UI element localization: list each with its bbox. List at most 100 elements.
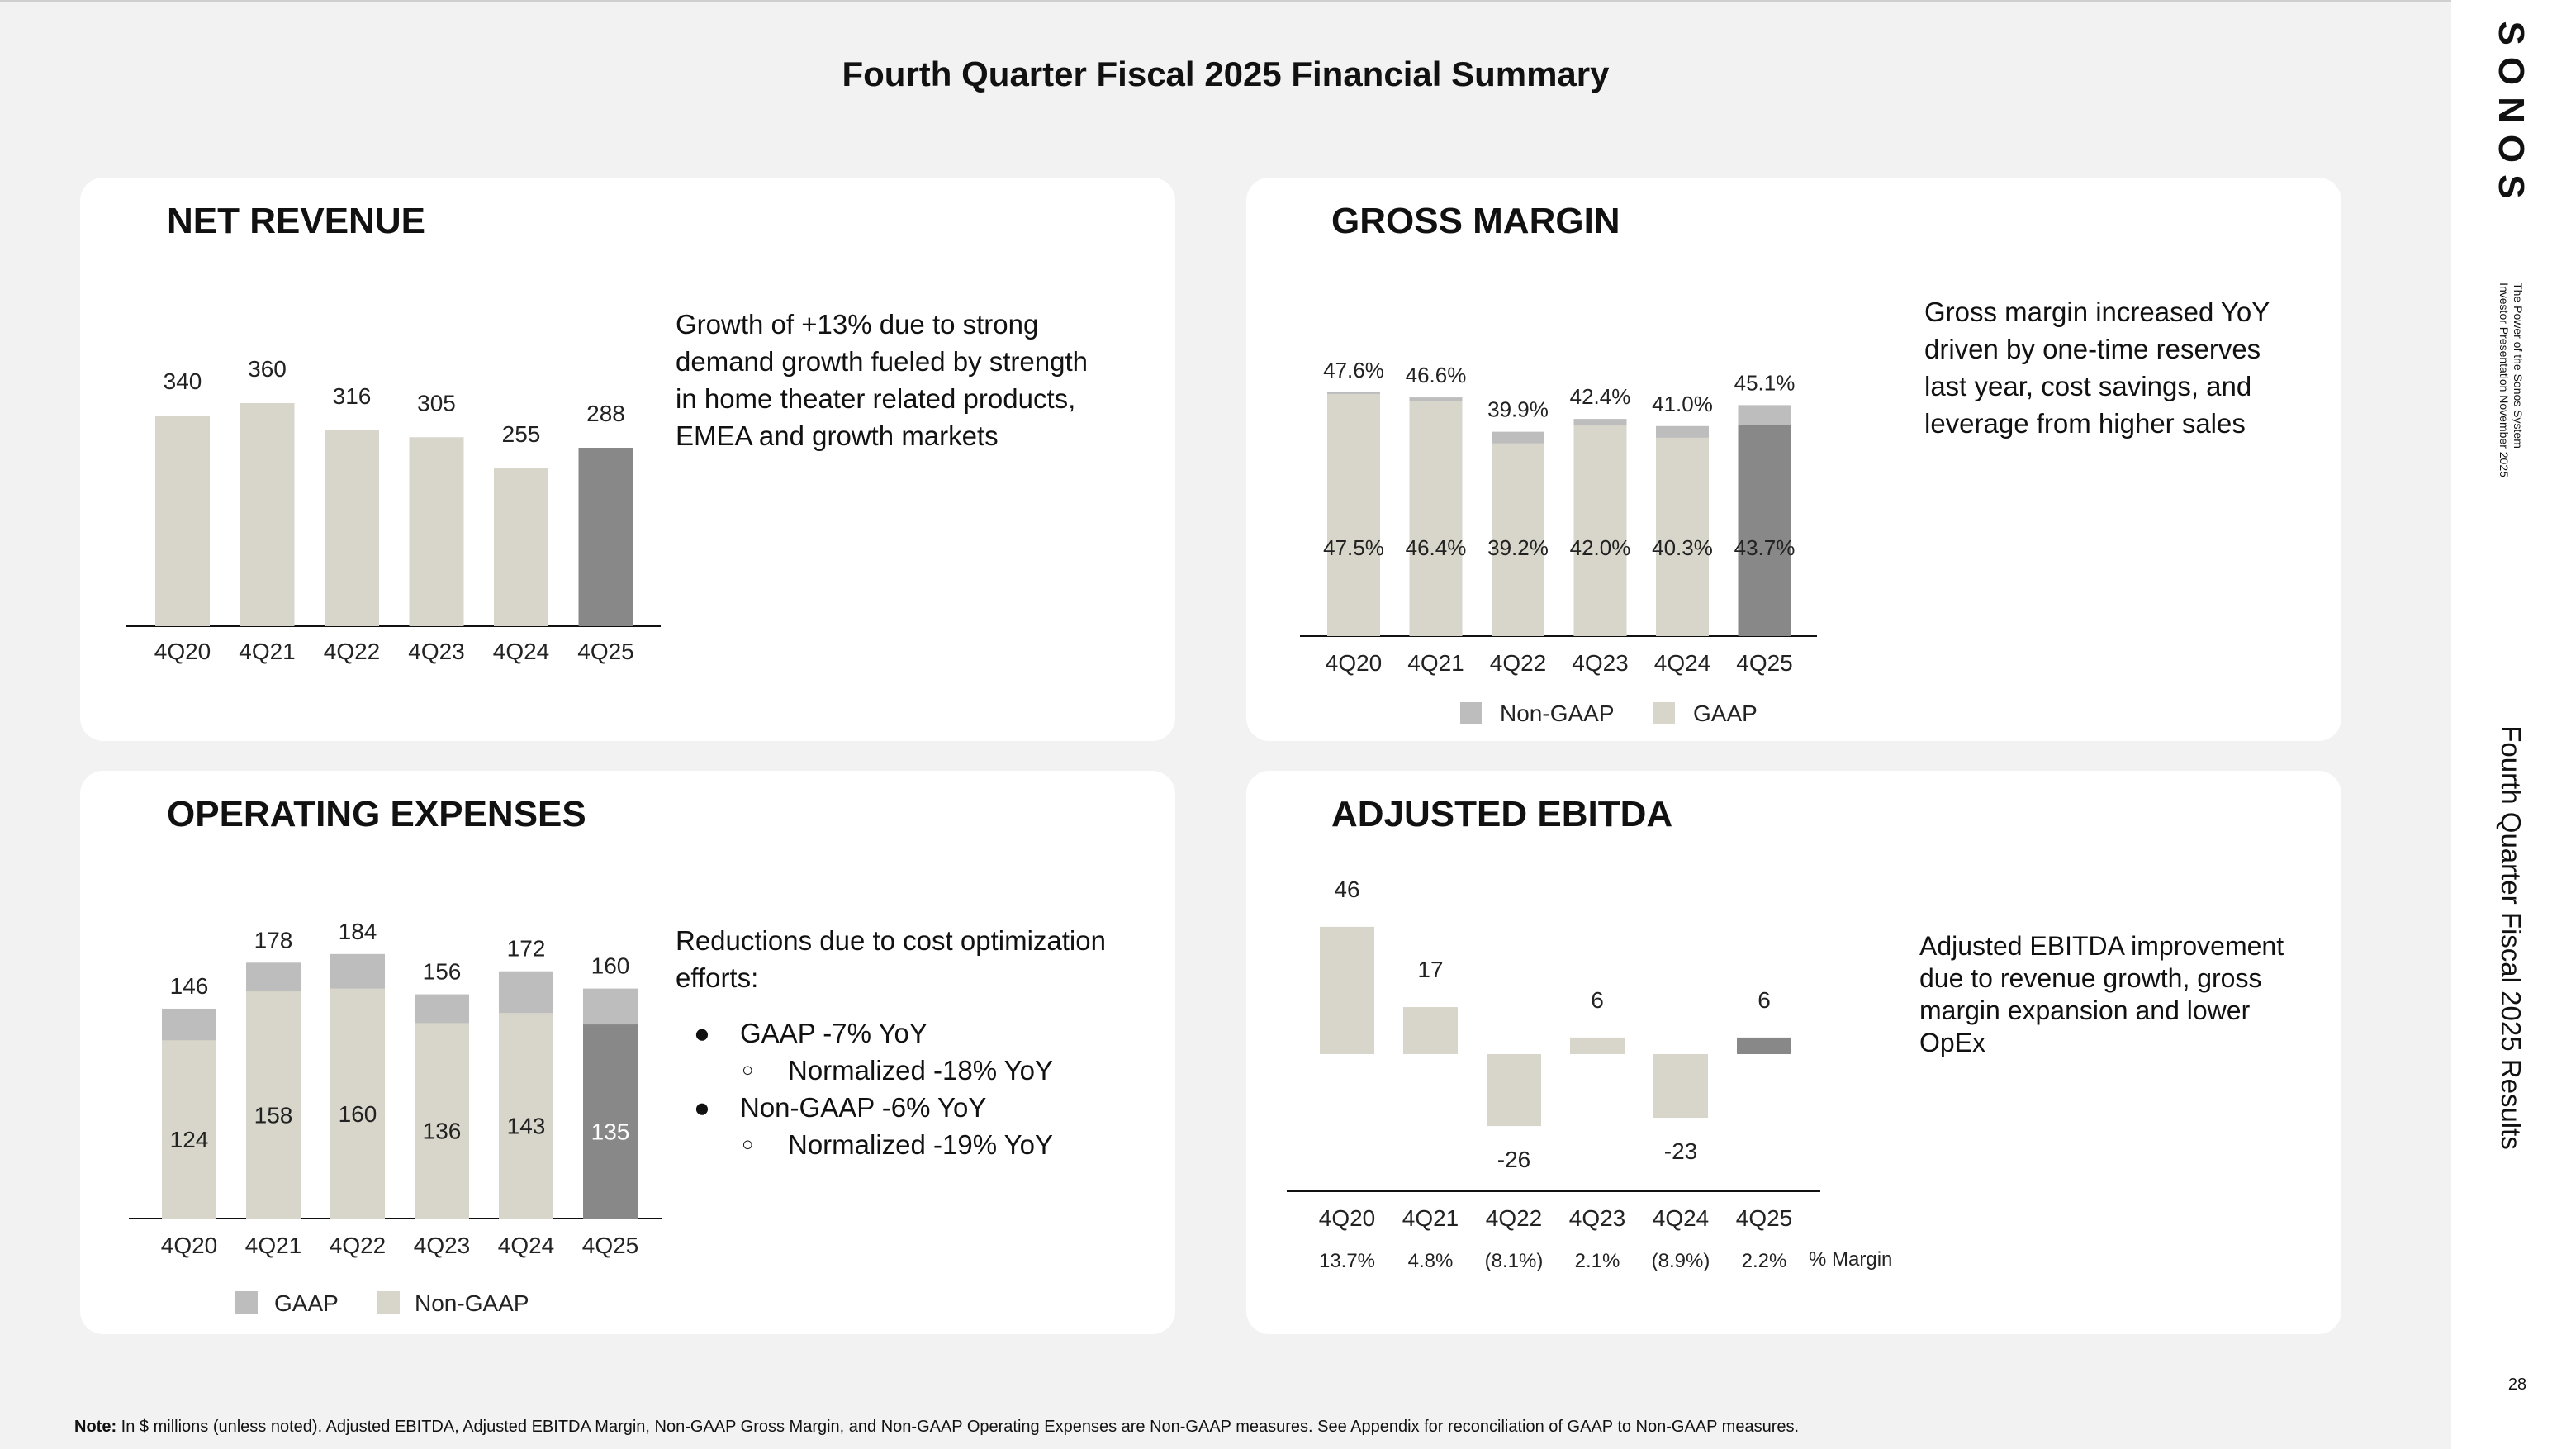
bar-gaap-4Q25 <box>1738 425 1791 636</box>
legend-label-gaap: GAAP <box>274 1290 339 1316</box>
bar-4Q21 <box>240 403 295 626</box>
gross-margin-chart: 47.6% 47.5% 4Q20 46.6% 46.4% 4Q21 39.9% 39.2% 4Q… <box>1300 358 1817 726</box>
opex-chart: 146 124 4Q20 178 158 4Q21 184 160 4Q22 156 136 4Q23… <box>129 919 662 1316</box>
margin-label: 13.7% <box>1319 1250 1375 1272</box>
net-revenue-description: Growth of +13% due to strong demand grow… <box>676 309 1088 451</box>
data-label: 288 <box>586 401 625 426</box>
nongaap-data-label: 124 <box>170 1127 209 1152</box>
bar-4Q24 <box>494 468 548 626</box>
gaap-data-label: 40.3% <box>1652 535 1713 560</box>
bar-gaap-4Q20 <box>1327 393 1380 636</box>
nongaap-data-label: 45.1% <box>1734 370 1796 395</box>
gaap-data-label: 43.7% <box>1734 535 1796 560</box>
legend-swatch-nongaap <box>377 1291 400 1314</box>
opex-sub-bullet: ○ Normalized -19% YoY <box>676 1126 1138 1163</box>
nongaap-data-label: 47.6% <box>1323 358 1384 382</box>
bar-4Q25 <box>1737 1037 1791 1054</box>
x-tick-label: 4Q21 <box>1407 650 1464 676</box>
legend-swatch-nongaap <box>1460 702 1482 724</box>
x-tick-label: 4Q20 <box>1326 650 1383 676</box>
bar-gaap-4Q23 <box>1573 425 1627 636</box>
gaap-data-label: 42.0% <box>1570 535 1631 560</box>
opex-bullet: ● Non-GAAP -6% YoY <box>676 1089 1138 1126</box>
x-tick-label: 4Q25 <box>1736 1205 1793 1231</box>
data-label: 305 <box>417 390 456 416</box>
data-label: 316 <box>333 383 372 409</box>
brand-sidebar <box>2451 0 2576 1449</box>
x-tick-label: 4Q20 <box>154 639 211 664</box>
legend-swatch-gaap <box>1653 702 1675 724</box>
nongaap-data-label: 135 <box>591 1119 630 1145</box>
bar-4Q23 <box>1570 1037 1625 1054</box>
sonos-logo: SONOS <box>2491 21 2531 211</box>
legend-label-gaap: GAAP <box>1693 701 1758 726</box>
x-tick-label: 4Q24 <box>498 1233 555 1258</box>
gaap-data-label: 156 <box>423 959 462 985</box>
opex-heading: OPERATING EXPENSES <box>167 794 586 834</box>
x-tick-label: 4Q23 <box>414 1233 471 1258</box>
bar-4Q24 <box>1653 1054 1708 1119</box>
nongaap-data-label: 39.9% <box>1487 397 1549 422</box>
margin-label: 4.8% <box>1408 1250 1454 1272</box>
gaap-data-label: 184 <box>339 919 377 944</box>
net-revenue-heading: NET REVENUE <box>167 201 425 241</box>
presentation-tagline: The Power of the Sonos System Investor P… <box>2497 283 2525 477</box>
gross-margin-heading: GROSS MARGIN <box>1331 201 1620 241</box>
x-tick-label: 4Q24 <box>1653 1205 1710 1231</box>
nongaap-data-label: 160 <box>339 1101 377 1127</box>
legend-swatch-gaap <box>235 1291 258 1314</box>
opex-sub-bullet-text: Normalized -19% YoY <box>788 1129 1054 1160</box>
data-label: 6 <box>1758 987 1771 1013</box>
bar-gaap-4Q21 <box>1409 401 1463 636</box>
footnote: Note: In $ millions (unless noted). Adju… <box>74 1418 1799 1437</box>
data-label: 255 <box>502 421 541 447</box>
x-tick-label: 4Q22 <box>324 639 381 664</box>
nongaap-data-label: 41.0% <box>1652 392 1713 416</box>
footnote-text: In $ millions (unless noted). Adjusted E… <box>121 1418 1800 1436</box>
bullet-dot-icon: ● <box>694 1018 710 1048</box>
data-label: 360 <box>248 356 287 382</box>
bar-4Q22 <box>325 430 379 626</box>
data-label: -23 <box>1664 1138 1697 1164</box>
bar-nongaap-4Q21 <box>246 991 301 1219</box>
opex-bullet-text: GAAP -7% YoY <box>740 1018 927 1048</box>
x-tick-label: 4Q23 <box>408 639 465 664</box>
x-tick-label: 4Q25 <box>582 1233 639 1258</box>
opex-intro: Reductions due to cost optimization effo… <box>676 925 1106 993</box>
bar-nongaap-4Q20 <box>162 1040 216 1219</box>
bullet-circle-icon: ○ <box>742 1059 754 1081</box>
margin-axis-label: % Margin <box>1809 1248 1892 1271</box>
bar-4Q20 <box>1320 926 1374 1054</box>
page-title: Fourth Quarter Fiscal 2025 Financial Sum… <box>842 55 1610 93</box>
margin-label: 2.1% <box>1575 1250 1620 1272</box>
nongaap-data-label: 143 <box>507 1114 546 1139</box>
x-tick-label: 4Q21 <box>239 639 296 664</box>
top-divider <box>0 0 2451 2</box>
gaap-data-label: 46.4% <box>1406 535 1467 560</box>
opex-bullet: ● GAAP -7% YoY <box>676 1014 1138 1052</box>
x-tick-label: 4Q22 <box>1486 1205 1543 1231</box>
x-tick-label: 4Q25 <box>1736 650 1793 676</box>
gaap-data-label: 39.2% <box>1487 535 1549 560</box>
x-tick-label: 4Q24 <box>1654 650 1711 676</box>
bar-nongaap-4Q23 <box>415 1023 469 1219</box>
margin-label: (8.1%) <box>1485 1250 1544 1272</box>
data-label: 17 <box>1417 957 1443 982</box>
bar-4Q25 <box>578 448 633 626</box>
nongaap-data-label: 136 <box>423 1119 462 1144</box>
bar-nongaap-4Q25 <box>583 1024 638 1219</box>
opex-bullet-list: ● GAAP -7% YoY ○ Normalized -18% YoY ● N… <box>676 1014 1138 1163</box>
x-tick-label: 4Q22 <box>330 1233 387 1258</box>
gaap-data-label: 178 <box>254 927 293 953</box>
nongaap-data-label: 46.6% <box>1406 363 1467 387</box>
data-label: -26 <box>1497 1147 1530 1172</box>
gaap-data-label: 146 <box>170 973 209 999</box>
x-tick-label: 4Q20 <box>161 1233 218 1258</box>
bullet-circle-icon: ○ <box>742 1133 754 1156</box>
page-number: 28 <box>2507 1375 2527 1394</box>
legend-label-nongaap: Non-GAAP <box>415 1290 529 1316</box>
x-tick-label: 4Q23 <box>1572 650 1629 676</box>
x-tick-label: 4Q21 <box>245 1233 302 1258</box>
nongaap-data-label: 42.4% <box>1570 384 1631 409</box>
ebitda-heading: ADJUSTED EBITDA <box>1331 794 1673 834</box>
